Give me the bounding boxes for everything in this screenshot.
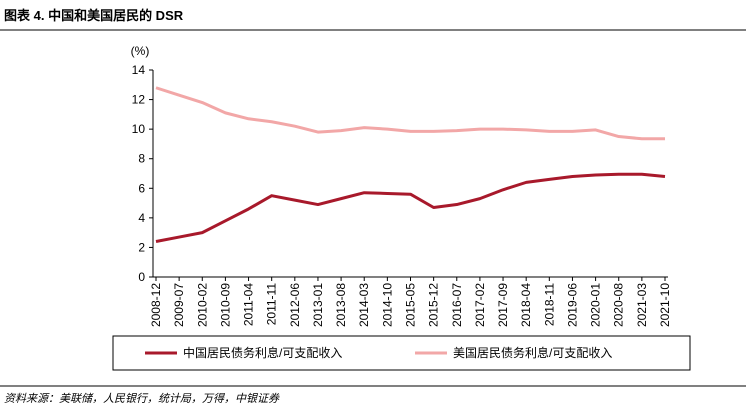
x-tick-label: 2020-01: [589, 283, 603, 327]
y-tick-label: 6: [138, 181, 145, 195]
x-tick-label: 2015-12: [427, 283, 441, 327]
y-tick-label: 10: [132, 122, 146, 136]
y-tick-label: 4: [138, 211, 145, 225]
series-line: [155, 86, 665, 141]
x-tick-label: 2018-04: [519, 283, 533, 327]
legend-label: 中国居民债务利息/可支配收入: [183, 345, 342, 360]
x-tick-label: 2019-06: [565, 283, 579, 327]
x-tick-label: 2012-06: [288, 283, 302, 327]
x-tick-label: 2013-08: [334, 283, 348, 327]
x-tick-label: 2010-09: [218, 283, 232, 327]
x-tick-label: 2021-03: [635, 283, 649, 327]
x-tick-label: 2014-10: [380, 283, 394, 327]
legend-box: [112, 335, 691, 371]
x-tick-label: 2010-02: [195, 283, 209, 327]
x-tick-label: 2021-10: [658, 283, 672, 327]
x-tick-label: 2008-12: [149, 283, 163, 327]
y-tick-label: 8: [138, 152, 145, 166]
chart-title: 图表 4. 中国和美国居民的 DSR: [4, 8, 184, 23]
x-tick-label: 2009-07: [172, 283, 186, 327]
x-tick-label: 2013-01: [311, 283, 325, 327]
y-tick-label: 0: [138, 270, 145, 284]
y-tick-label: 2: [138, 240, 145, 254]
source-note: 资料来源：美联储，人民银行，统计局，万得，中银证券: [4, 392, 280, 405]
legend-label: 美国居民债务利息/可支配收入: [453, 345, 612, 360]
y-axis-label: (%): [131, 44, 150, 58]
y-tick-label: 12: [132, 93, 146, 107]
x-tick-label: 2011-04: [242, 283, 256, 326]
x-tick-label: 2017-02: [473, 283, 487, 327]
y-tick-label: 14: [132, 63, 146, 77]
x-tick-label: 2011-11: [265, 283, 279, 326]
series-line: [155, 172, 666, 243]
x-tick-label: 2017-09: [496, 283, 510, 327]
x-tick-label: 2020-08: [612, 283, 626, 327]
x-tick-label: 2018-11: [542, 283, 556, 326]
x-tick-label: 2015-05: [404, 283, 418, 327]
x-tick-label: 2016-07: [450, 283, 464, 327]
x-tick-label: 2014-03: [357, 283, 371, 327]
